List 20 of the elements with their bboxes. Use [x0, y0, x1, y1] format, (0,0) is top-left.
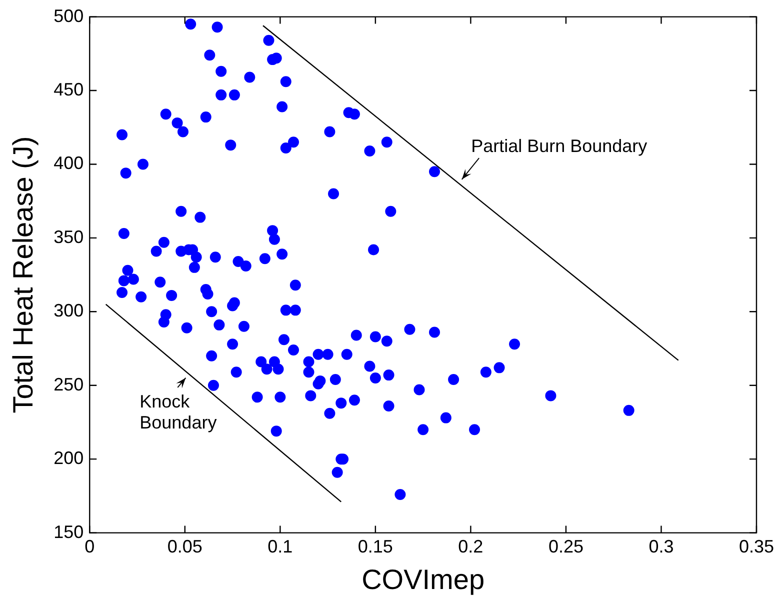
x-tick-label: 0.05 [167, 536, 202, 557]
y-tick-label: 400 [54, 153, 84, 174]
annotation: Partial Burn Boundary [471, 136, 648, 156]
y-tick-label: 150 [54, 522, 84, 542]
y-tick-label: 450 [54, 79, 84, 100]
x-tick-label: 0.15 [358, 536, 393, 557]
y-tick-label: 300 [54, 300, 84, 321]
x-tick-label: 0.1 [268, 536, 293, 557]
y-tick-label: 200 [54, 448, 84, 468]
y-tick-label: 500 [54, 6, 84, 26]
x-tick-label: 0.3 [648, 536, 674, 557]
x-tick-label: 0.35 [738, 536, 774, 557]
x-axis-title: COVImep [362, 564, 485, 595]
y-tick-label: 350 [54, 226, 84, 247]
annotation: Knock Boundary [140, 391, 217, 432]
y-tick-label: 250 [54, 374, 84, 394]
x-tick-label: 0 [84, 536, 95, 557]
x-tick-label: 0.25 [548, 536, 584, 557]
y-axis-title: Total Heat Release (J) [8, 136, 39, 414]
x-tick-label: 0.2 [458, 536, 484, 557]
